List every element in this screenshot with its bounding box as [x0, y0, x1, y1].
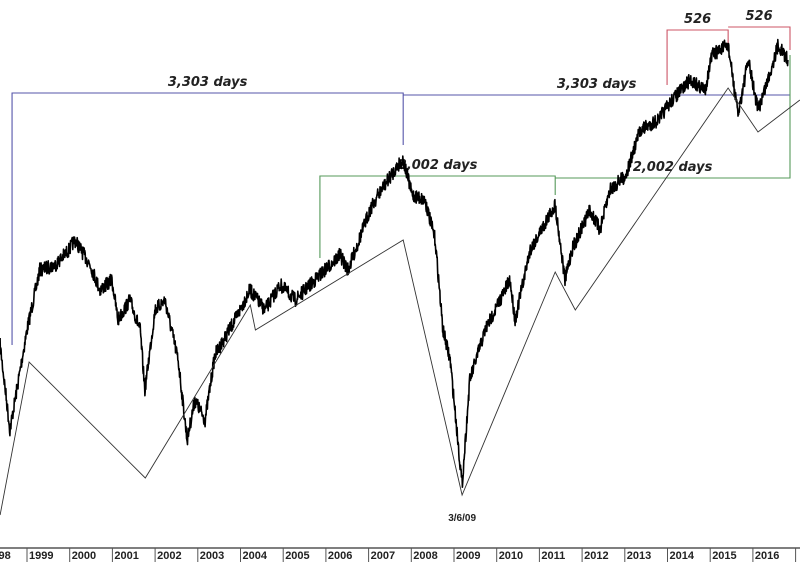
annotation-bracket: [11, 92, 404, 345]
x-tick-label: 2006: [328, 550, 352, 562]
annotation-label: 526: [745, 9, 772, 24]
annotations: 3,303 days 3,303 days 2,002 days 2,002 days…: [11, 9, 791, 345]
trend-channel-line: [0, 87, 800, 516]
x-tick-label: 2003: [200, 550, 224, 562]
annotation-label: 2,002 days: [633, 160, 713, 175]
x-axis: 1998 1999 2000 2001 2002 2003 2004 2005 2006 2007…: [0, 547, 800, 562]
annotation-bracket: [666, 29, 729, 85]
x-tick-label: 1999: [29, 550, 53, 562]
x-tick-label: 2005: [285, 550, 309, 562]
x-tick-label: 2004: [243, 550, 268, 562]
x-tick-label: 1998: [0, 550, 11, 562]
annotation-bracket: [728, 26, 791, 50]
x-tick-label: 2010: [499, 550, 523, 562]
x-tick-label: 2001: [114, 550, 138, 562]
price-series-line: [0, 38, 789, 488]
x-tick-label: 2012: [584, 550, 608, 562]
x-tick-label: 2013: [627, 550, 651, 562]
x-tick-label: 2009: [456, 550, 480, 562]
x-tick-label: 2002: [157, 550, 181, 562]
x-tick-label: 2000: [72, 550, 96, 562]
annotation-label: 2,002 days: [398, 158, 478, 173]
x-tick-label: 2016: [755, 550, 779, 562]
x-tick-label: 2011: [541, 550, 565, 562]
annotation-label: 3,303 days: [557, 77, 637, 92]
series: [0, 38, 800, 516]
x-tick-label: 2015: [712, 550, 736, 562]
low-date-label: 3/6/09: [448, 513, 476, 524]
annotation-label: 3,303 days: [168, 75, 248, 90]
x-tick-label: 2008: [413, 550, 437, 562]
annotation-bracket: [319, 175, 556, 258]
x-tick-label: 2014: [670, 550, 695, 562]
point-labels: 3/6/09: [448, 513, 476, 524]
annotation-label: 526: [684, 12, 711, 27]
annotation-bracket: [555, 55, 791, 179]
x-tick-label: 2007: [371, 550, 395, 562]
